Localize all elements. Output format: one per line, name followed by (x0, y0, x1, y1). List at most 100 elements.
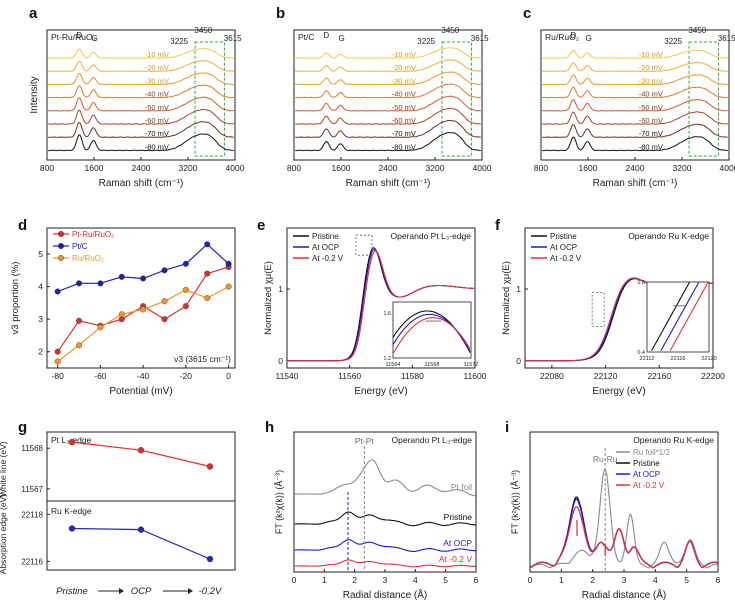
inset-tick-label: 22120 (701, 356, 716, 362)
exafs-line (530, 498, 718, 569)
i-x-tick-label: 2 (590, 575, 595, 585)
xanes-frame (286, 227, 476, 369)
inset-frame (392, 301, 472, 359)
legend-label: Pristine (633, 459, 660, 468)
spectrum-line (295, 83, 481, 99)
x-axis-label: Raman shift (cm⁻¹) (346, 178, 431, 189)
peak-label-d: D (323, 31, 329, 40)
legend-marker (58, 242, 65, 249)
h-x-tick-label: 1 (322, 575, 327, 585)
d-x-tick-label: 0 (226, 371, 231, 381)
peak-label-3615: 3615 (718, 34, 735, 43)
exafs-line (530, 506, 718, 569)
inset-tick-label: 22116 (671, 356, 686, 362)
raman-x-tick-label: 4000 (226, 163, 245, 173)
i-x-tick-label: 0 (528, 575, 533, 585)
data-point (161, 298, 168, 305)
data-point (140, 275, 147, 282)
data-point (76, 317, 83, 324)
y-tick-label: 1 (278, 284, 283, 294)
xanes-x-tick-label: 11560 (338, 371, 361, 381)
panel-letter: h (265, 419, 274, 436)
zoom-box (591, 292, 605, 328)
plot-d-frame (46, 227, 236, 369)
exafs-line (530, 468, 718, 569)
legend-label: Ru/RuO₂ (72, 254, 104, 263)
data-point (97, 324, 104, 331)
panel-letter: i (505, 419, 509, 436)
series-label: -60 mV (145, 116, 169, 125)
spectrum-line (48, 133, 234, 152)
data-point (182, 260, 189, 267)
xanes-x-tick-label: 11540 (275, 371, 298, 381)
series-label: -80 mV (145, 142, 169, 151)
y-tick-label: 22118 (21, 510, 43, 519)
legend-label: Pristine (312, 232, 339, 241)
panel-title: Operando Pt L₃-edge (392, 435, 473, 445)
panel-letter: d (18, 217, 27, 234)
series-label: -50 mV (639, 103, 663, 112)
y-axis-label: Normalized χμ(E) (263, 261, 274, 335)
spectrum-line (542, 62, 728, 72)
legend-marker (58, 254, 65, 261)
arrow-head (188, 588, 193, 594)
series-label: Pristine (444, 512, 473, 522)
raman-x-tick-label: 800 (534, 163, 548, 173)
inset-tick-label: 22112 (640, 356, 655, 362)
spectrum-line (295, 107, 481, 125)
panel-title: Operando Pt L₃-edge (391, 231, 472, 241)
spectrum-line (295, 132, 481, 152)
x-axis-label: Potential (mV) (109, 386, 172, 397)
legend-label: At -0.2 V (312, 254, 344, 263)
series-label: -60 mV (392, 116, 416, 125)
series-label: -70 mV (392, 129, 416, 138)
data-point (161, 316, 168, 323)
peak-label-3225: 3225 (664, 37, 682, 46)
h-x-tick-label: 2 (352, 575, 357, 585)
peak-label-3450: 3450 (441, 26, 459, 35)
series-line (57, 243, 230, 293)
spectrum-line (542, 99, 728, 112)
i-x-tick-label: 4 (653, 575, 658, 585)
peak-label-g: G (338, 34, 344, 43)
d-x-tick-label: -40 (137, 371, 150, 381)
series-label: -80 mV (392, 142, 416, 151)
spectrum-line (295, 95, 481, 112)
i-x-tick-label: 6 (716, 575, 721, 585)
section-label-bottom: Ru K-edge (51, 506, 92, 516)
raman-x-tick-label: 2400 (626, 163, 645, 173)
exafs-line (294, 511, 476, 527)
panel-title: Pt/C (298, 32, 315, 42)
y-axis-label: Normalized χμ(E) (501, 261, 512, 335)
data-point (76, 280, 83, 287)
series-label: -30 mV (392, 76, 416, 85)
xanes-frame (524, 227, 714, 369)
y-axis-label: FT (k²χ(k)) (Å⁻³) (510, 470, 520, 534)
h-x-tick-label: 3 (383, 575, 388, 585)
series-label: -70 mV (145, 129, 169, 138)
y-axis-label-top: White line (eV) (0, 441, 8, 497)
i-x-tick-label: 5 (684, 575, 689, 585)
h-x-tick-label: 5 (443, 575, 448, 585)
inset-tick-label: 0.8 (637, 280, 645, 286)
y-tick-label: 0 (278, 356, 283, 366)
y-tick-label: 2 (38, 347, 43, 357)
xanes-line (287, 250, 475, 362)
data-point (204, 241, 211, 248)
spectrum-line (542, 86, 728, 99)
y-axis-label: Intensity (29, 76, 40, 113)
raman-x-tick-label: 2400 (379, 163, 398, 173)
data-point (54, 288, 61, 295)
data-point (225, 283, 232, 290)
y-tick-label: 11567 (21, 485, 43, 494)
annotation: v3 (3615 cm⁻¹) (174, 354, 231, 364)
spectrum-line (295, 71, 481, 85)
raman-x-tick-label: 4000 (473, 163, 492, 173)
peak-label-3450: 3450 (194, 26, 212, 35)
series-label: -70 mV (639, 129, 663, 138)
data-point (68, 525, 76, 532)
data-point (137, 447, 145, 454)
inset-line (669, 281, 709, 351)
panel-letter: e (257, 217, 265, 234)
series-label: -50 mV (145, 103, 169, 112)
